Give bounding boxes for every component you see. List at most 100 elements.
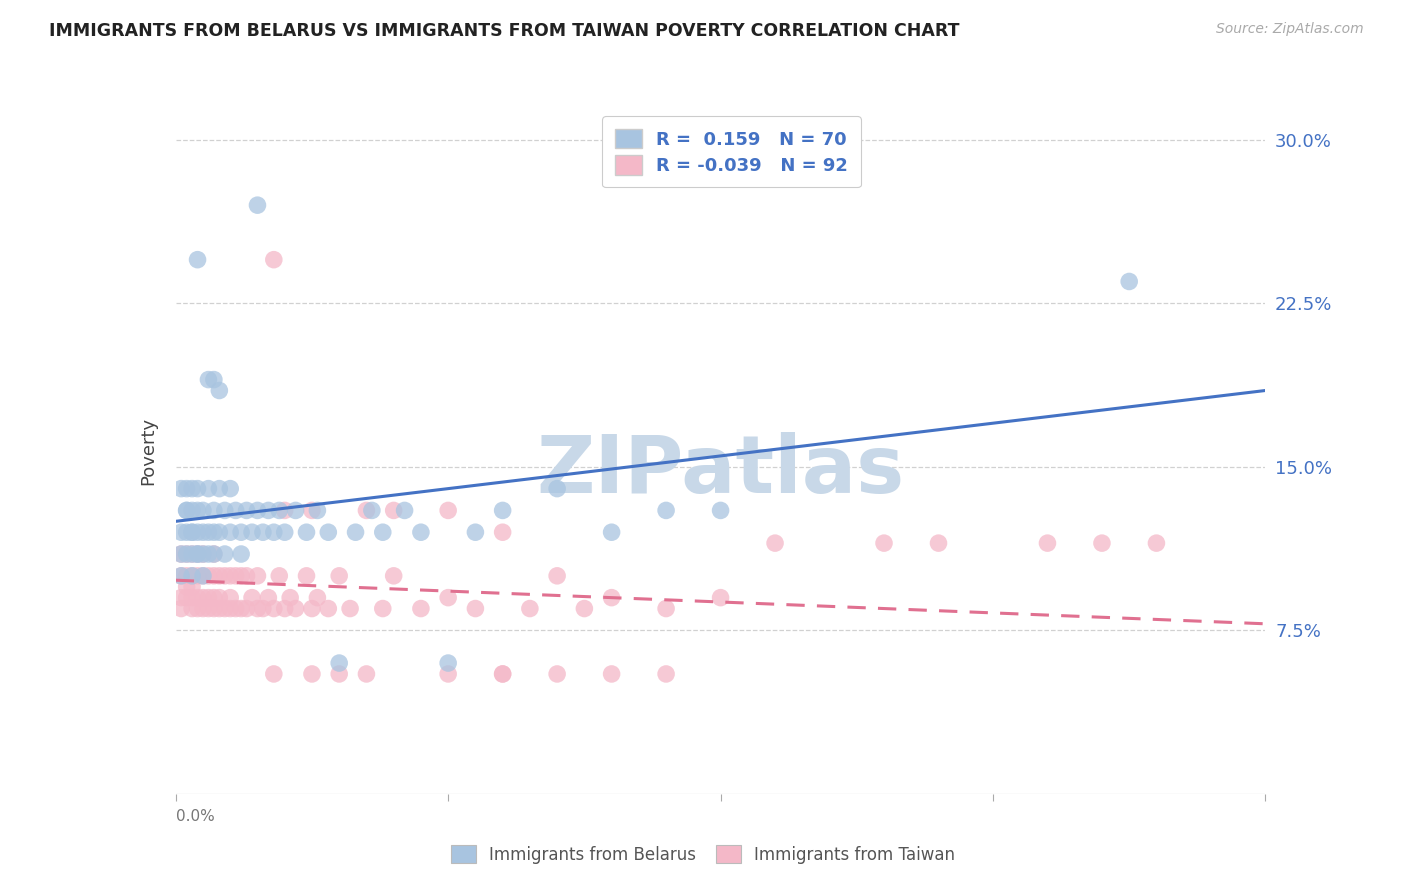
Point: [225, 503, 247, 517]
Point: [197, 525, 219, 540]
Y-axis label: Poverty: Poverty: [139, 417, 157, 484]
Point: [231, 525, 253, 540]
Point: [235, 601, 257, 615]
Point: [655, 601, 678, 615]
Point: [170, 569, 193, 583]
Point: [307, 591, 329, 605]
Point: [202, 547, 225, 561]
Point: [214, 601, 236, 615]
Point: [519, 601, 541, 615]
Point: [231, 569, 253, 583]
Point: [170, 525, 193, 540]
Point: [307, 503, 329, 517]
Point: [257, 591, 280, 605]
Point: [1144, 536, 1167, 550]
Point: [186, 503, 209, 517]
Point: [176, 547, 198, 561]
Point: [181, 547, 204, 561]
Point: [202, 569, 225, 583]
Point: [191, 547, 214, 561]
Point: [295, 569, 318, 583]
Point: [301, 503, 323, 517]
Point: [202, 591, 225, 605]
Point: [240, 591, 263, 605]
Point: [246, 569, 269, 583]
Point: [328, 656, 350, 670]
Point: [437, 667, 460, 681]
Point: [235, 569, 257, 583]
Point: [214, 569, 236, 583]
Point: [208, 482, 231, 496]
Point: [202, 503, 225, 517]
Point: [295, 525, 318, 540]
Point: [186, 547, 209, 561]
Point: [225, 569, 247, 583]
Text: ZIPatlas: ZIPatlas: [537, 432, 904, 510]
Point: [176, 525, 198, 540]
Point: [181, 569, 204, 583]
Point: [252, 525, 274, 540]
Point: [202, 547, 225, 561]
Point: [202, 373, 225, 387]
Point: [274, 525, 297, 540]
Point: [240, 525, 263, 540]
Point: [214, 547, 236, 561]
Point: [492, 667, 515, 681]
Point: [208, 525, 231, 540]
Text: 0.0%: 0.0%: [176, 809, 215, 824]
Point: [176, 482, 198, 496]
Point: [186, 547, 209, 561]
Point: [208, 591, 231, 605]
Point: [371, 525, 394, 540]
Point: [394, 503, 416, 517]
Text: IMMIGRANTS FROM BELARUS VS IMMIGRANTS FROM TAIWAN POVERTY CORRELATION CHART: IMMIGRANTS FROM BELARUS VS IMMIGRANTS FR…: [49, 22, 960, 40]
Point: [274, 601, 297, 615]
Point: [181, 591, 204, 605]
Point: [191, 525, 214, 540]
Point: [191, 503, 214, 517]
Point: [208, 384, 231, 398]
Point: [219, 591, 242, 605]
Point: [208, 601, 231, 615]
Point: [263, 667, 285, 681]
Point: [181, 601, 204, 615]
Point: [360, 503, 382, 517]
Point: [252, 601, 274, 615]
Point: [181, 569, 204, 583]
Point: [284, 503, 307, 517]
Point: [600, 591, 623, 605]
Point: [371, 601, 394, 615]
Point: [181, 525, 204, 540]
Point: [176, 547, 198, 561]
Point: [186, 252, 209, 267]
Point: [176, 503, 198, 517]
Point: [600, 525, 623, 540]
Point: [382, 569, 405, 583]
Point: [186, 547, 209, 561]
Point: [181, 547, 204, 561]
Point: [219, 601, 242, 615]
Point: [197, 482, 219, 496]
Point: [186, 601, 209, 615]
Point: [655, 667, 678, 681]
Point: [170, 482, 193, 496]
Legend: R =  0.159   N = 70, R = -0.039   N = 92: R = 0.159 N = 70, R = -0.039 N = 92: [602, 116, 860, 187]
Point: [269, 569, 291, 583]
Point: [202, 525, 225, 540]
Point: [235, 503, 257, 517]
Point: [170, 547, 193, 561]
Point: [197, 569, 219, 583]
Point: [176, 503, 198, 517]
Point: [246, 198, 269, 212]
Point: [710, 503, 733, 517]
Point: [170, 601, 193, 615]
Point: [181, 580, 204, 594]
Point: [546, 482, 568, 496]
Point: [197, 601, 219, 615]
Text: Source: ZipAtlas.com: Source: ZipAtlas.com: [1216, 22, 1364, 37]
Point: [170, 591, 193, 605]
Point: [191, 569, 214, 583]
Legend: Immigrants from Belarus, Immigrants from Taiwan: Immigrants from Belarus, Immigrants from…: [444, 838, 962, 871]
Point: [263, 601, 285, 615]
Point: [928, 536, 950, 550]
